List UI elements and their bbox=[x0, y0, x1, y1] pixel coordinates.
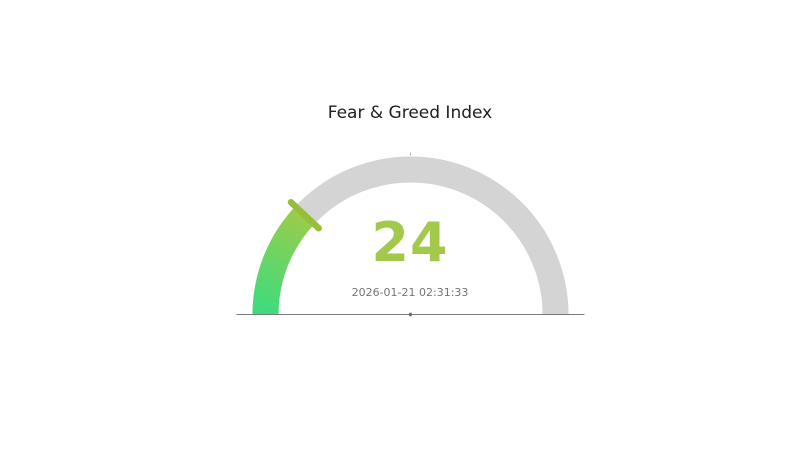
gauge-center-dot bbox=[409, 312, 412, 317]
gauge-timestamp: 2026-01-21 02:31:33 bbox=[351, 286, 469, 299]
chart-title: Fear & Greed Index bbox=[327, 103, 493, 123]
gauge-progress-arc bbox=[252, 206, 315, 315]
gauge-pointer-tick bbox=[287, 198, 322, 232]
gauge-value: 24 bbox=[371, 211, 449, 274]
